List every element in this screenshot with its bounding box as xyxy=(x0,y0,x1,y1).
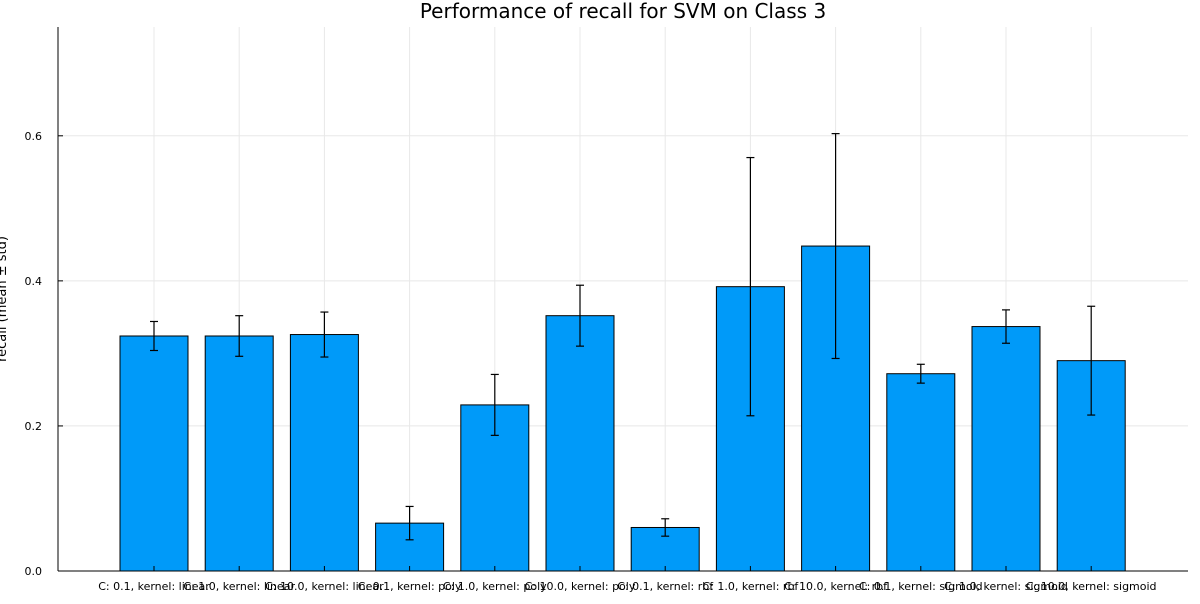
x-tick-label: C: 0.1, kernel: linear xyxy=(98,580,210,593)
x-tick-label: C: 10.0, kernel: sigmoid xyxy=(1026,580,1157,593)
chart-title: Performance of recall for SVM on Class 3 xyxy=(420,0,826,23)
y-tick-label: 0.2 xyxy=(25,420,43,433)
bar xyxy=(289,334,359,572)
bar xyxy=(971,326,1041,572)
x-tick-label: C: 10.0, kernel: linear xyxy=(265,580,384,593)
x-tick-label: C: 1.0, kernel: rbf xyxy=(702,580,799,593)
x-tick-label: C: 0.1, kernel: rbf xyxy=(617,580,714,593)
y-ticks: 0.0 0.2 0.4 0.6 xyxy=(25,130,63,578)
x-tick-label: C: 1.0, kernel: poly xyxy=(443,580,547,593)
y-axis-label: recall (mean ± std) xyxy=(0,236,10,362)
bar xyxy=(545,315,615,572)
bar xyxy=(204,335,274,572)
x-tick-label: C: 1.0, kernel: sigmoid xyxy=(944,580,1068,593)
y-tick-label: 0.6 xyxy=(25,130,43,143)
bar xyxy=(119,335,189,572)
x-tick-label: C: 0.1, kernel: poly xyxy=(358,580,462,593)
y-tick-label: 0.0 xyxy=(25,565,43,578)
axes xyxy=(57,27,1188,572)
y-tick-label: 0.4 xyxy=(25,275,43,288)
x-tick-label: C: 10.0, kernel: rbf xyxy=(784,580,888,593)
bar xyxy=(886,373,956,572)
x-tick-label: C: 0.1, kernel: sigmoid xyxy=(859,580,983,593)
bars xyxy=(119,245,1126,572)
x-tick-label: C: 1.0, kernel: linear xyxy=(183,580,295,593)
x-tick-label: C: 10.0, kernel: poly xyxy=(525,580,636,593)
error-bars xyxy=(150,133,1096,541)
